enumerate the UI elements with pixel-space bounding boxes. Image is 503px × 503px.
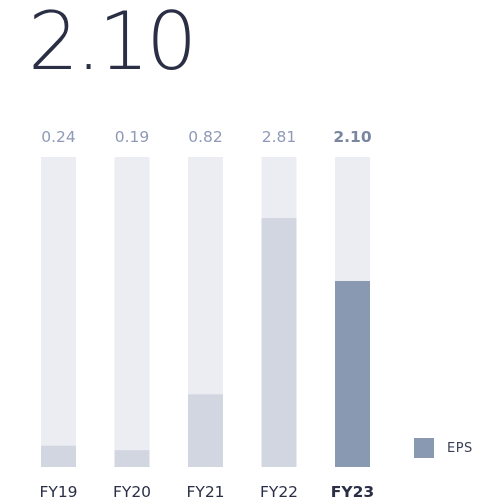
value-label-fy23: 2.10 [333, 128, 371, 146]
legend-label: EPS [447, 440, 473, 456]
value-label-fy19: 0.24 [41, 128, 76, 146]
chart-legend: EPS [414, 438, 473, 458]
category-label-fy19: FY19 [39, 483, 77, 501]
bar-fy19 [41, 445, 76, 467]
bar-fy22 [261, 218, 297, 467]
headline-value: 2.10 [28, 0, 197, 88]
bar-fy20 [114, 450, 150, 467]
category-label-fy20: FY20 [113, 483, 151, 501]
category-label-fy22: FY22 [260, 483, 298, 501]
category-label-fy23: FY23 [331, 483, 374, 501]
bar-fy23 [335, 281, 370, 467]
category-label-fy21: FY21 [186, 483, 224, 501]
bar-track [41, 157, 76, 467]
value-label-fy21: 0.82 [188, 128, 223, 146]
legend-swatch [414, 438, 434, 458]
bar-fy21 [188, 394, 223, 467]
value-label-fy22: 2.81 [262, 128, 297, 146]
value-label-fy20: 0.19 [115, 128, 150, 146]
bar-track [114, 157, 150, 467]
